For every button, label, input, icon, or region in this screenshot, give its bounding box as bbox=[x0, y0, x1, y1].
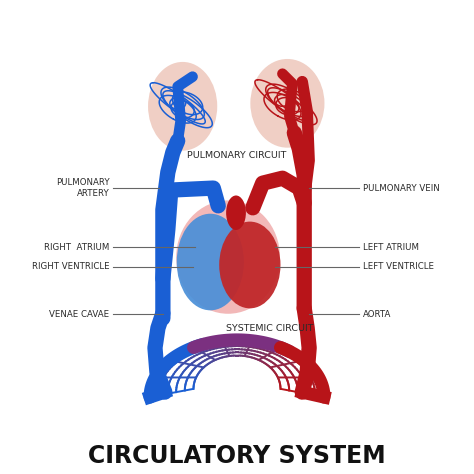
Ellipse shape bbox=[226, 195, 246, 230]
Text: PULMONARY VEIN: PULMONARY VEIN bbox=[363, 183, 439, 192]
Text: RIGHT VENTRICLE: RIGHT VENTRICLE bbox=[32, 263, 109, 272]
Text: CIRCULATORY SYSTEM: CIRCULATORY SYSTEM bbox=[88, 444, 386, 468]
Ellipse shape bbox=[177, 214, 244, 310]
Ellipse shape bbox=[148, 62, 217, 151]
Text: AORTA: AORTA bbox=[363, 310, 391, 319]
Text: SYSTEMIC CIRCUIT: SYSTEMIC CIRCUIT bbox=[226, 324, 313, 333]
Text: LEFT VENTRICLE: LEFT VENTRICLE bbox=[363, 263, 434, 272]
Ellipse shape bbox=[176, 201, 280, 314]
Text: RIGHT  ATRIUM: RIGHT ATRIUM bbox=[44, 243, 109, 252]
Text: VENAE CAVAE: VENAE CAVAE bbox=[49, 310, 109, 319]
Text: PULMONARY
ARTERY: PULMONARY ARTERY bbox=[56, 178, 109, 198]
Ellipse shape bbox=[219, 222, 281, 309]
Text: LEFT ATRIUM: LEFT ATRIUM bbox=[363, 243, 419, 252]
Text: PULMONARY CIRCUIT: PULMONARY CIRCUIT bbox=[187, 151, 287, 160]
Ellipse shape bbox=[250, 59, 325, 148]
